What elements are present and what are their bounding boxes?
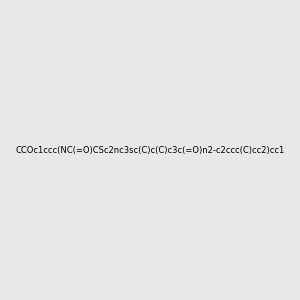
Text: CCOc1ccc(NC(=O)CSc2nc3sc(C)c(C)c3c(=O)n2-c2ccc(C)cc2)cc1: CCOc1ccc(NC(=O)CSc2nc3sc(C)c(C)c3c(=O)n2… bbox=[15, 146, 285, 154]
